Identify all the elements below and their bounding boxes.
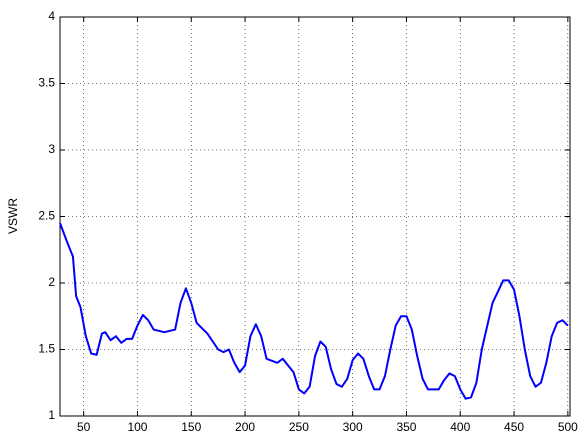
x-tick-label: 350 xyxy=(396,420,416,434)
y-tick-label: 3 xyxy=(48,142,55,156)
y-tick-label: 1 xyxy=(48,408,55,422)
y-tick-label: 4 xyxy=(48,9,55,23)
x-tick-label: 200 xyxy=(235,420,255,434)
y-tick-label: 2 xyxy=(48,275,55,289)
data-line xyxy=(59,222,569,400)
y-tick-label: 2.5 xyxy=(38,209,55,223)
x-tick-label: 250 xyxy=(289,420,309,434)
y-tick-label: 1.5 xyxy=(38,342,55,356)
x-tick-label: 100 xyxy=(127,420,147,434)
y-axis-label: VSWR xyxy=(6,198,20,234)
plot-frame xyxy=(59,16,571,417)
x-tick-label: 300 xyxy=(343,420,363,434)
x-tick-label: 400 xyxy=(450,420,470,434)
x-tick-label: 500 xyxy=(558,420,578,434)
x-tick-label: 450 xyxy=(504,420,524,434)
x-tick-label: 150 xyxy=(181,420,201,434)
x-tick-label: 50 xyxy=(77,420,91,434)
y-tick-label: 3.5 xyxy=(38,76,55,90)
